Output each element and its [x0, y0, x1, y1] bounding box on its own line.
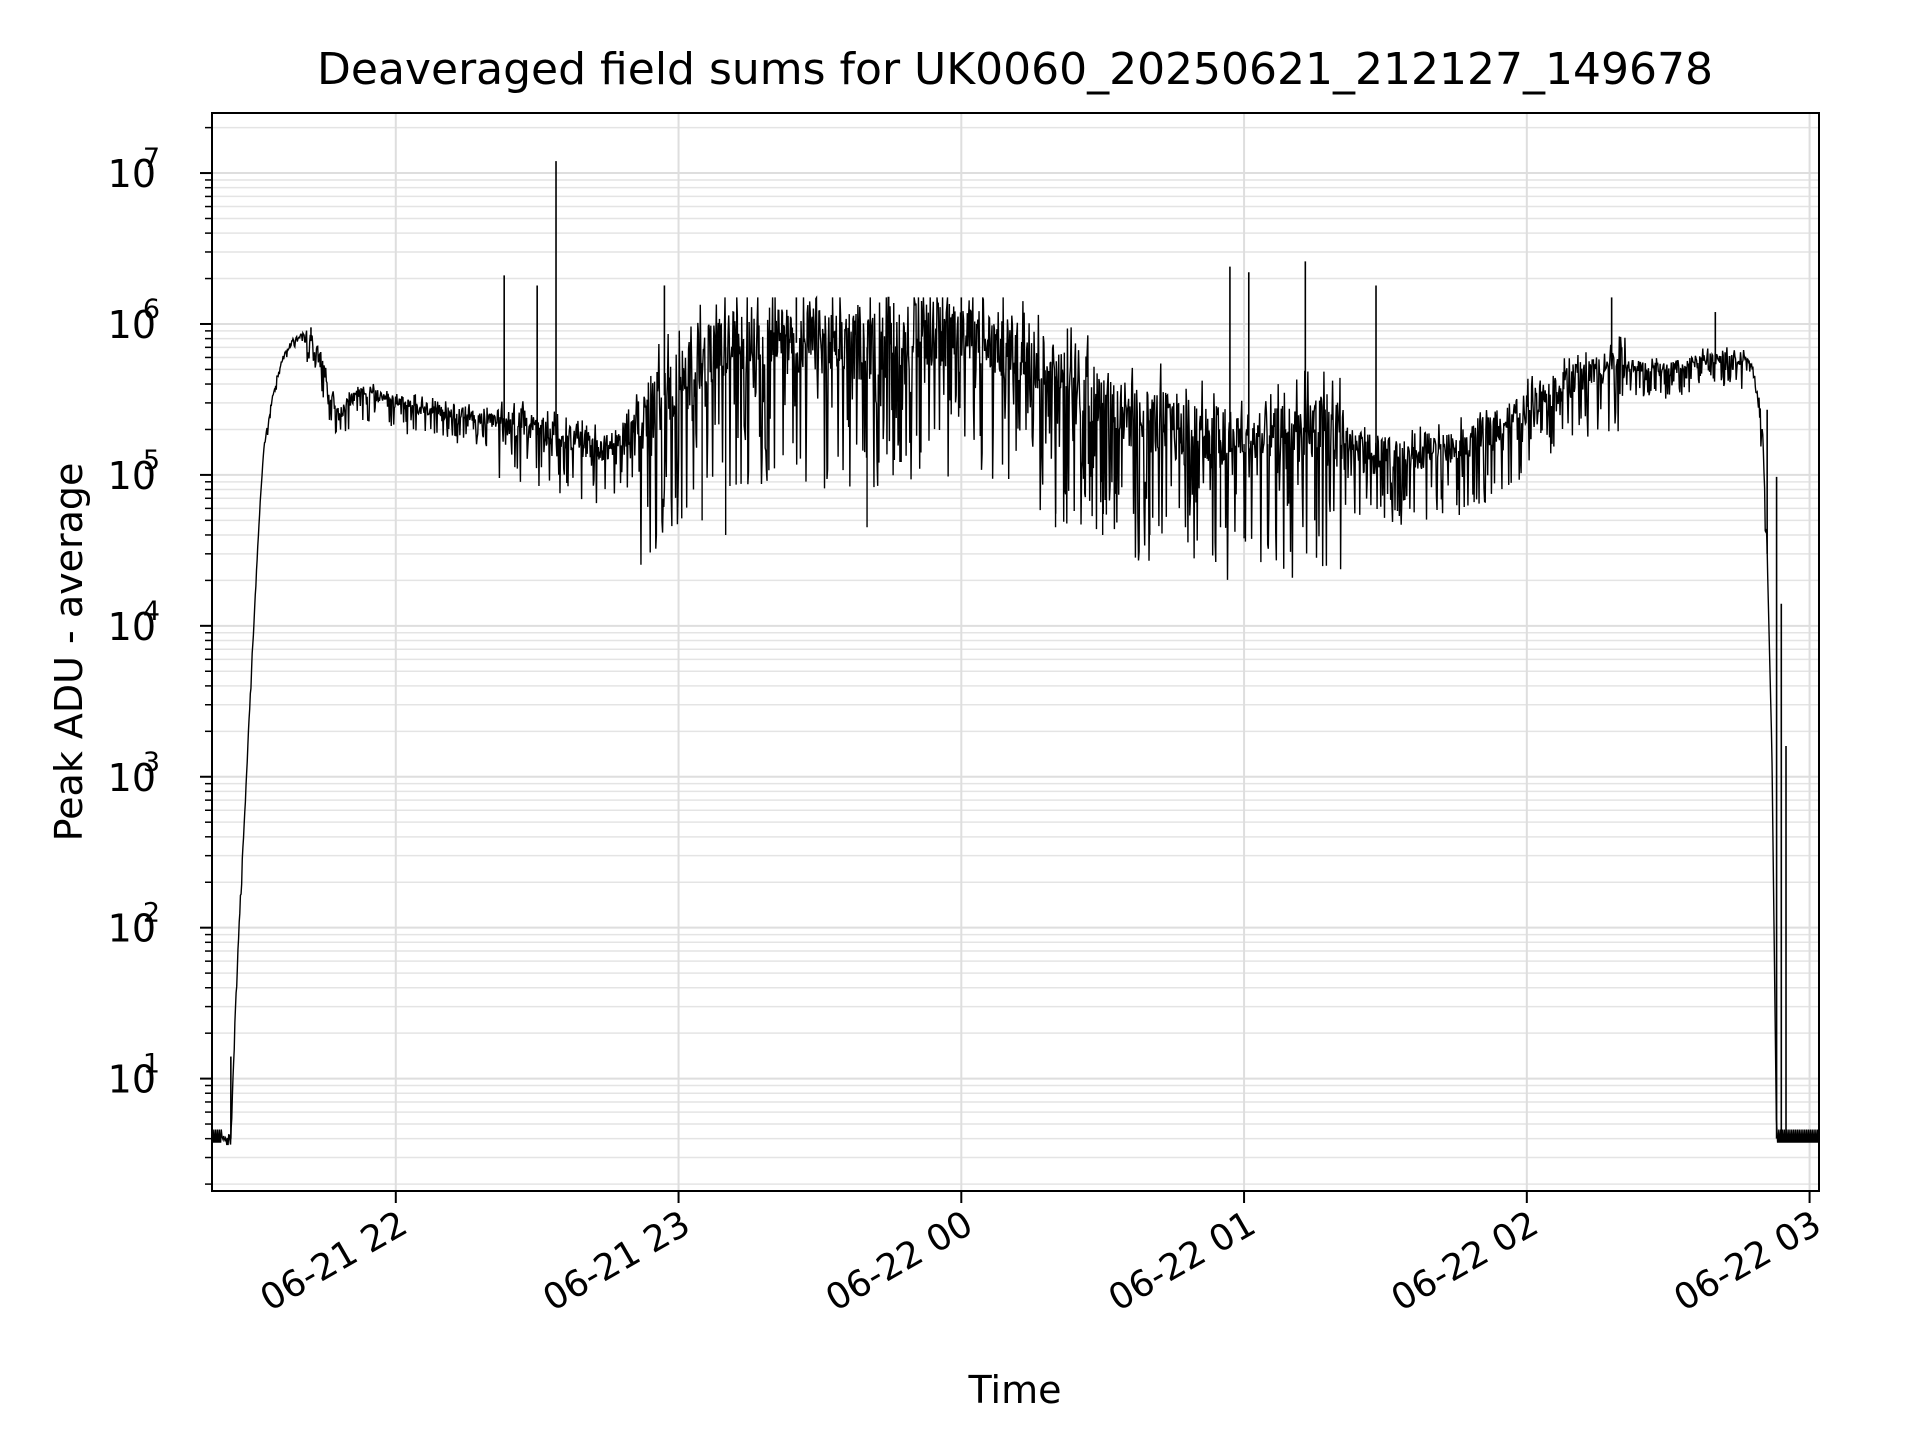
y-tick-base: 10: [108, 152, 156, 196]
series-group: [211, 161, 1820, 1146]
chart-title: Deaveraged field sums for UK0060_2025062…: [317, 44, 1713, 95]
y-tick-label: 10: [108, 303, 156, 347]
y-tick-label: 10: [108, 1058, 156, 1102]
plot-frame: [211, 112, 1820, 1192]
y-tick-exponent: 2: [143, 898, 160, 929]
y-tick-exponent: 5: [143, 445, 160, 476]
x-axis-label: Time: [968, 1368, 1062, 1412]
y-tick-base: 10: [108, 756, 156, 800]
y-tick-label: 10: [108, 756, 156, 800]
series-line: [211, 295, 1820, 1146]
y-tick-exponent: 6: [143, 294, 160, 325]
y-axis-label: Peak ADU - average: [47, 463, 91, 842]
y-tick-base: 10: [108, 303, 156, 347]
grid-minor: [212, 126, 1819, 1185]
grid-major: [212, 113, 1819, 1191]
y-tick-label: 10: [108, 454, 156, 498]
y-tick-base: 10: [108, 1058, 156, 1102]
y-tick-exponent: 4: [143, 596, 160, 627]
y-tick-label: 10: [108, 605, 156, 649]
y-tick-label: 10: [108, 907, 156, 951]
y-tick-label: 10: [108, 152, 156, 196]
y-tick-base: 10: [108, 454, 156, 498]
y-tick-exponent: 7: [143, 143, 160, 174]
y-tick-exponent: 1: [143, 1049, 160, 1080]
y-tick-base: 10: [108, 605, 156, 649]
y-tick-base: 10: [108, 907, 156, 951]
y-tick-exponent: 3: [143, 747, 160, 778]
